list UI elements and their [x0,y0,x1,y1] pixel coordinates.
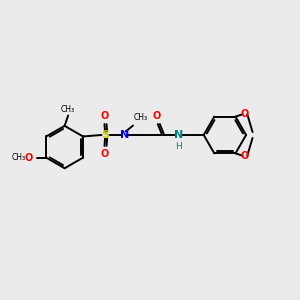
Text: O: O [100,111,109,121]
Text: O: O [152,111,160,121]
Text: H: H [175,142,182,151]
Text: O: O [241,151,249,161]
Text: CH₃: CH₃ [11,153,26,162]
Text: S: S [101,130,109,140]
Text: O: O [100,149,109,159]
Text: N: N [174,130,183,140]
Text: O: O [241,109,249,119]
Text: CH₃: CH₃ [61,105,75,114]
Text: O: O [24,153,32,163]
Text: CH₃: CH₃ [134,113,148,122]
Text: N: N [120,130,129,140]
